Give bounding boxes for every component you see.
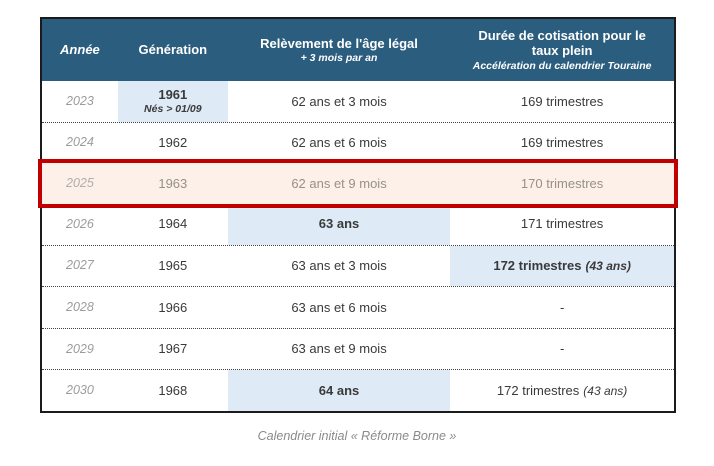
- cell-year: 2023: [42, 81, 118, 122]
- duration-line: 172 trimestres (43 ans): [497, 383, 627, 399]
- generation-value: 1968: [158, 382, 188, 398]
- header-generation-label: Génération: [138, 42, 208, 58]
- duration-value: 169 trimestres: [520, 135, 604, 151]
- cell-age-legal: 63 ans et 9 mois: [228, 329, 450, 370]
- table-row: 2027 1965 63 ans et 3 mois 172 trimestre…: [42, 244, 674, 287]
- generation-value: 1962: [158, 135, 188, 151]
- generation-value: 1965: [158, 258, 188, 274]
- header-duration-sublabel: Accélération du calendrier Touraine: [472, 59, 652, 72]
- year-value: 2030: [66, 383, 94, 398]
- duration-value: -: [559, 299, 565, 315]
- header-duration-label: Durée de cotisation pour le taux plein: [478, 27, 646, 59]
- cell-generation: 1966: [118, 287, 228, 328]
- table-caption: Calendrier initial « Réforme Borne »: [257, 429, 457, 443]
- pension-reform-table: Année Génération Relèvement de l'âge lég…: [40, 17, 676, 413]
- cell-year: 2024: [42, 123, 118, 164]
- duration-value: 170 trimestres: [520, 175, 604, 191]
- cell-generation: 1968: [118, 370, 228, 411]
- age-value: 62 ans et 3 mois: [291, 93, 387, 109]
- header-cell-age-legal: Relèvement de l'âge légal + 3 mois par a…: [228, 19, 450, 81]
- duration-line: 170 trimestres: [521, 176, 603, 192]
- table-row: 2028 1966 63 ans et 6 mois -: [42, 286, 674, 328]
- table-row: 2026 1964 63 ans 171 trimestres: [42, 203, 674, 245]
- year-value: 2028: [66, 299, 94, 314]
- cell-duree-cotisation: -: [450, 287, 674, 328]
- cell-generation: 1964: [118, 204, 228, 245]
- cell-duree-cotisation: 169 trimestres: [450, 81, 674, 122]
- cell-generation: 1962: [118, 123, 228, 164]
- table-row: 2029 1967 63 ans et 9 mois -: [42, 327, 674, 370]
- cell-age-legal: 63 ans et 3 mois: [228, 246, 450, 287]
- duration-value: 172 trimestres: [496, 382, 580, 398]
- header-cell-generation: Génération: [118, 19, 228, 81]
- age-value: 63 ans et 6 mois: [291, 299, 387, 315]
- duration-note: (43 ans): [585, 259, 631, 274]
- generation-value: 1967: [158, 341, 188, 357]
- generation-value: 1964: [158, 216, 188, 232]
- header-age-sublabel: + 3 mois par an: [300, 51, 378, 64]
- cell-year: 2029: [42, 329, 118, 370]
- table-body: 2023 1961 Nés > 01/09 62 ans et 3 mois 1…: [42, 81, 674, 411]
- duration-line: -: [560, 341, 564, 357]
- table-row: 2024 1962 62 ans et 6 mois 169 trimestre…: [42, 121, 674, 164]
- header-annee-label: Année: [60, 42, 100, 58]
- cell-age-legal: 63 ans et 6 mois: [228, 287, 450, 328]
- age-value: 62 ans et 9 mois: [291, 175, 387, 191]
- duration-value: -: [559, 341, 565, 357]
- age-value: 63 ans et 3 mois: [291, 258, 387, 274]
- cell-year: 2030: [42, 370, 118, 411]
- cell-year: 2026: [42, 204, 118, 245]
- duration-line: 169 trimestres: [521, 94, 603, 110]
- cell-duree-cotisation: 170 trimestres: [450, 163, 674, 204]
- year-value: 2026: [66, 216, 94, 231]
- cell-age-legal: 62 ans et 9 mois: [228, 163, 450, 204]
- header-age-label: Relèvement de l'âge légal: [260, 35, 418, 51]
- table-row: 2025 1963 62 ans et 9 mois 170 trimestre…: [42, 163, 674, 204]
- cell-year: 2028: [42, 287, 118, 328]
- year-value: 2023: [66, 93, 94, 108]
- year-value: 2025: [66, 176, 94, 191]
- cell-generation: 1963: [118, 163, 228, 204]
- duration-note: (43 ans): [583, 383, 628, 398]
- duration-line: 169 trimestres: [521, 135, 603, 151]
- generation-value: 1961: [158, 86, 188, 102]
- age-value: 64 ans: [318, 382, 360, 398]
- table-row: 2030 1968 64 ans 172 trimestres (43 ans): [42, 369, 674, 411]
- cell-year: 2025: [42, 163, 118, 204]
- age-value: 63 ans et 9 mois: [291, 341, 387, 357]
- duration-value: 172 trimestres: [493, 258, 582, 274]
- cell-year: 2027: [42, 246, 118, 287]
- year-value: 2029: [66, 341, 94, 356]
- cell-duree-cotisation: 172 trimestres (43 ans): [450, 370, 674, 411]
- cell-age-legal: 64 ans: [227, 370, 451, 411]
- cell-age-legal: 62 ans et 3 mois: [228, 81, 450, 122]
- cell-generation: 1967: [118, 329, 228, 370]
- age-value: 62 ans et 6 mois: [291, 135, 387, 151]
- cell-duree-cotisation: 171 trimestres: [450, 204, 674, 245]
- cell-duree-cotisation: -: [450, 329, 674, 370]
- cell-duree-cotisation: 169 trimestres: [450, 123, 674, 164]
- age-value: 63 ans: [318, 216, 360, 232]
- generation-value: 1963: [158, 175, 188, 191]
- year-value: 2027: [66, 258, 94, 273]
- cell-age-legal: 62 ans et 6 mois: [228, 123, 450, 164]
- cell-generation: 1961 Nés > 01/09: [117, 81, 228, 122]
- cell-duree-cotisation: 172 trimestres (43 ans): [450, 245, 674, 287]
- duration-line: -: [560, 300, 564, 316]
- table-row: 2023 1961 Nés > 01/09 62 ans et 3 mois 1…: [42, 81, 674, 122]
- duration-line: 171 trimestres: [521, 216, 603, 232]
- duration-value: 169 trimestres: [520, 93, 604, 109]
- table-header-row: Année Génération Relèvement de l'âge lég…: [42, 19, 674, 81]
- cell-age-legal: 63 ans: [227, 203, 451, 245]
- header-cell-duree-cotisation: Durée de cotisation pour le taux plein A…: [450, 19, 674, 81]
- duration-line: 172 trimestres (43 ans): [493, 258, 631, 274]
- cell-generation: 1965: [118, 246, 228, 287]
- duration-value: 171 trimestres: [520, 216, 604, 232]
- generation-value: 1966: [158, 299, 188, 315]
- header-cell-annee: Année: [42, 19, 118, 81]
- generation-note: Nés > 01/09: [144, 103, 202, 116]
- year-value: 2024: [66, 135, 94, 150]
